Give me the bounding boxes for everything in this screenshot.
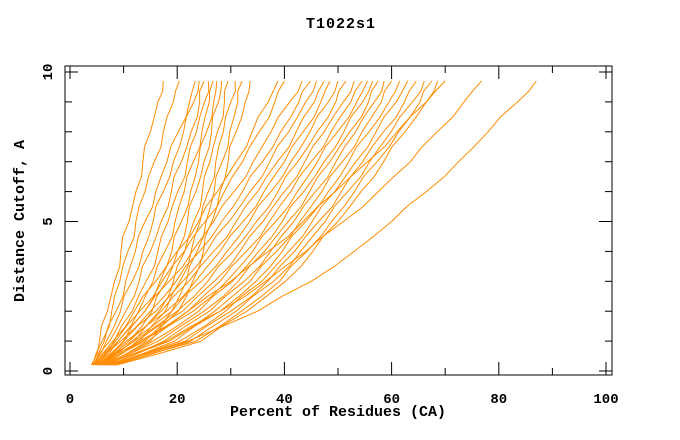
model-curve bbox=[112, 80, 409, 366]
x-tick-label: 0 bbox=[66, 392, 74, 408]
chart-title: T1022s1 bbox=[306, 16, 376, 33]
model-curve bbox=[99, 80, 446, 366]
model-curve bbox=[94, 80, 285, 366]
model-curves bbox=[90, 80, 537, 366]
model-curve bbox=[93, 80, 279, 366]
model-curve bbox=[93, 80, 196, 366]
model-curve bbox=[106, 80, 374, 366]
model-curve bbox=[116, 80, 439, 366]
model-curve bbox=[113, 80, 417, 366]
y-tick-label: 0 bbox=[41, 367, 57, 375]
model-curve bbox=[95, 80, 303, 366]
x-tick-label: 80 bbox=[490, 392, 507, 408]
x-axis-title: Percent of Residues (CA) bbox=[230, 404, 446, 421]
model-curve bbox=[98, 80, 318, 366]
model-curve bbox=[100, 80, 236, 366]
model-curve bbox=[100, 80, 331, 366]
model-curve bbox=[102, 80, 251, 366]
model-curve bbox=[95, 80, 210, 366]
model-curve bbox=[103, 80, 355, 366]
model-curve bbox=[92, 80, 180, 366]
axis-ticks bbox=[65, 66, 612, 375]
y-axis-title: Distance Cutoff, A bbox=[12, 140, 29, 302]
model-curve bbox=[90, 80, 164, 366]
axis-tick-labels: 0 20 40 60 80 100 0 5 10 bbox=[41, 64, 619, 408]
model-curve bbox=[96, 80, 312, 366]
model-curve bbox=[101, 80, 243, 366]
x-tick-label: 100 bbox=[593, 392, 618, 408]
y-tick-label: 10 bbox=[41, 64, 57, 81]
model-curve bbox=[94, 80, 205, 366]
x-tick-label: 60 bbox=[383, 392, 400, 408]
y-tick-label: 5 bbox=[41, 217, 57, 225]
model-curve bbox=[96, 80, 214, 366]
x-tick-label: 40 bbox=[276, 392, 293, 408]
model-curve bbox=[107, 80, 379, 366]
x-tick-label: 20 bbox=[169, 392, 186, 408]
model-curve bbox=[111, 80, 401, 366]
model-curve bbox=[105, 80, 368, 366]
model-curve bbox=[92, 80, 200, 366]
model-curve bbox=[99, 80, 325, 366]
model-curve bbox=[108, 80, 385, 366]
model-curve bbox=[98, 80, 223, 366]
model-curve bbox=[114, 80, 425, 366]
model-curve bbox=[107, 80, 537, 366]
model-curve bbox=[102, 80, 347, 366]
model-curve bbox=[101, 80, 339, 366]
model-curve bbox=[104, 80, 482, 366]
